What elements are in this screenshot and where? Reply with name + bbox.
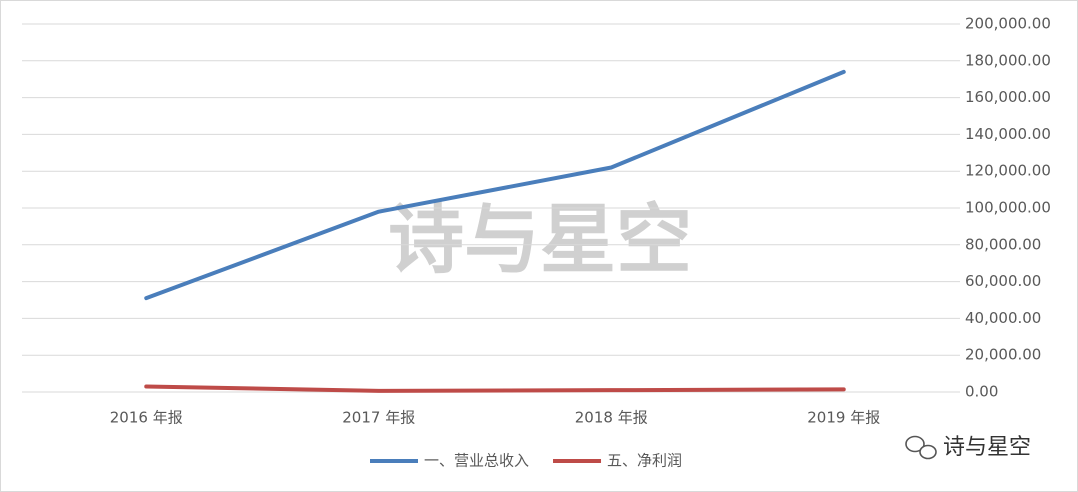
line bbox=[144, 69, 846, 301]
credit-icon bbox=[905, 435, 937, 460]
y-tick-label: 0.00 bbox=[965, 383, 998, 401]
x-tick-label: 2017 年报 bbox=[342, 409, 415, 427]
legend-label: 一、营业总收入 bbox=[424, 452, 529, 470]
y-tick-label: 80,000.00 bbox=[965, 235, 1041, 253]
x-tick-label: 2019 年报 bbox=[807, 409, 880, 427]
legend-label: 五、净利润 bbox=[607, 452, 682, 470]
y-tick-label: 60,000.00 bbox=[965, 272, 1041, 290]
y-tick-label: 120,000.00 bbox=[965, 162, 1051, 180]
x-tick-label: 2016 年报 bbox=[110, 409, 183, 427]
watermark: 诗与星空 bbox=[388, 195, 692, 284]
line bbox=[144, 384, 846, 393]
y-tick-label: 20,000.00 bbox=[965, 346, 1041, 364]
y-tick-label: 140,000.00 bbox=[965, 125, 1051, 143]
y-tick-label: 40,000.00 bbox=[965, 309, 1041, 327]
y-tick-label: 180,000.00 bbox=[965, 51, 1051, 69]
y-tick-label: 200,000.00 bbox=[965, 15, 1051, 33]
credit: 诗与星空 bbox=[943, 435, 1031, 460]
y-tick-label: 100,000.00 bbox=[965, 199, 1051, 217]
x-tick-label: 2018 年报 bbox=[575, 409, 648, 427]
y-tick-label: 160,000.00 bbox=[965, 88, 1051, 106]
